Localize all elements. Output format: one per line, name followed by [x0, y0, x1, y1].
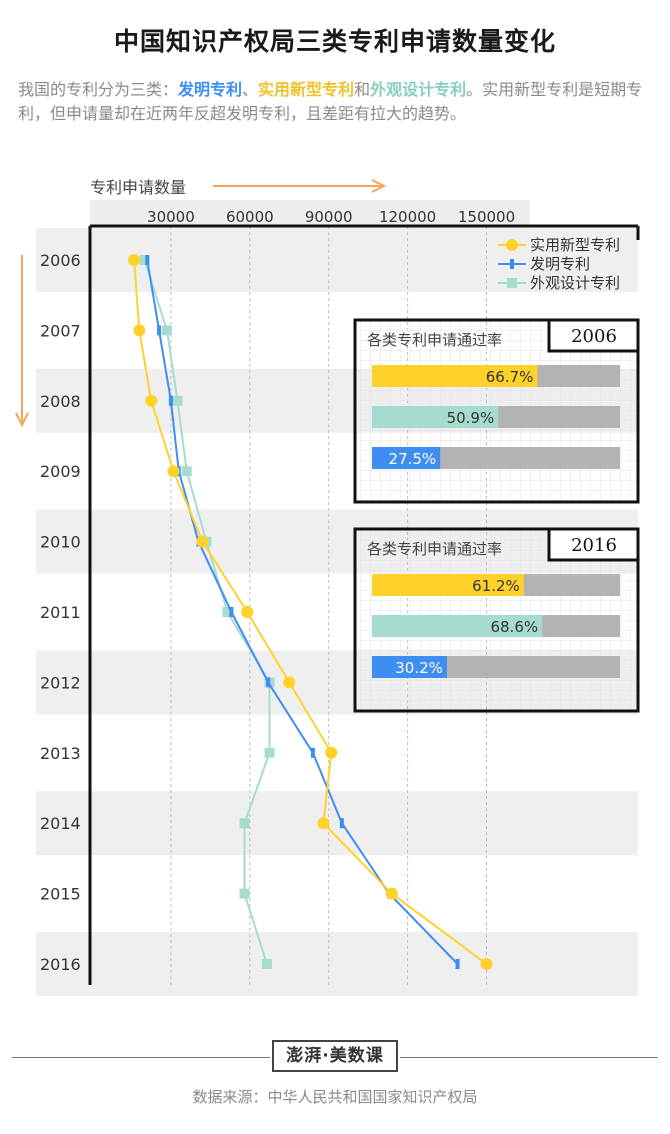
x-tick-label: 60000	[226, 208, 274, 226]
year-label: 2006	[40, 251, 81, 270]
subtitle-invention: 发明专利	[178, 80, 243, 99]
year-label: 2010	[40, 533, 81, 552]
invention-point	[145, 255, 150, 265]
legend-marker	[507, 278, 517, 288]
rate-label: 50.9%	[447, 409, 495, 427]
inset-year-box	[547, 527, 640, 562]
subtitle-text-1: 我国的专利分为三类：	[18, 80, 179, 99]
data-source: 数据来源：中华人民共和国国家知识产权局	[192, 1088, 478, 1106]
invention-point	[266, 677, 271, 688]
y-axis-arrowhead	[15, 412, 29, 428]
year-label: 2007	[40, 321, 81, 340]
year-label: 2015	[40, 885, 81, 904]
x-tick-label: 150000	[458, 208, 515, 226]
rate-bar-utility	[372, 365, 538, 387]
design-point	[264, 747, 275, 758]
inset-year: 2016	[571, 535, 617, 556]
rate-bar-invention	[372, 656, 447, 678]
rate-bar-utility	[372, 574, 524, 596]
x-axis-arrowhead	[371, 179, 387, 193]
utility-point	[283, 676, 296, 689]
utility-point	[196, 535, 209, 548]
x-axis-band	[90, 200, 530, 226]
design-point	[222, 607, 233, 617]
subtitle-sep-2: 和	[354, 80, 371, 99]
design-point	[172, 395, 183, 406]
inset-year: 2006	[571, 326, 617, 347]
invention-point	[157, 325, 162, 336]
design-point	[261, 959, 272, 969]
year-label: 2016	[40, 955, 81, 974]
rate-label: 66.7%	[486, 368, 534, 386]
legend-label: 发明专利	[530, 255, 590, 273]
footer-divider-left	[12, 1057, 270, 1058]
row-band	[36, 932, 638, 996]
footer-divider-right	[400, 1057, 658, 1058]
utility-point	[385, 887, 398, 900]
design-point	[239, 888, 250, 899]
year-label: 2012	[40, 673, 81, 692]
design-point	[139, 255, 150, 265]
inset-title: 各类专利申请通过率	[367, 331, 502, 349]
rate-bar-design	[372, 615, 543, 637]
design-point	[181, 466, 192, 477]
x-tick-label: 120000	[379, 208, 436, 226]
invention-point	[229, 607, 234, 617]
invention-point	[310, 747, 315, 758]
legend-label: 实用新型专利	[530, 236, 620, 254]
utility-point	[241, 606, 254, 618]
page-title: 中国知识产权局三类专利申请数量变化	[113, 27, 556, 56]
year-label: 2013	[40, 744, 81, 763]
year-label: 2008	[40, 392, 81, 411]
subtitle-sep-1: 、	[242, 80, 259, 99]
rate-label: 27.5%	[389, 450, 437, 468]
subtitle-text-2: 。实用新型专利是短期专利，但申请量却在近两年反超发明专利，且差距有拉大的趋势。	[18, 80, 643, 123]
pass-rate-inset-2016: 2016 各类专利申请通过率 61.2% 68.6% 30.2%	[353, 527, 640, 713]
utility-point	[167, 465, 180, 478]
x-axis-label: 专利申请数量	[90, 178, 186, 197]
year-label: 2014	[40, 814, 81, 833]
subtitle-design: 外观设计专利	[370, 80, 467, 99]
rate-label: 68.6%	[490, 618, 538, 636]
row-band	[36, 791, 638, 856]
rate-label: 30.2%	[395, 659, 443, 677]
year-label: 2009	[40, 462, 81, 481]
utility-point	[133, 324, 146, 337]
rate-bar-design	[372, 406, 499, 428]
publisher-logo: 澎湃·美数课	[272, 1040, 398, 1072]
utility-point	[128, 254, 141, 266]
design-point	[161, 325, 172, 336]
invention-point	[168, 395, 173, 406]
utility-point	[317, 817, 330, 830]
utility-point	[325, 746, 338, 759]
inset-frame	[353, 318, 640, 504]
x-tick-label: 30000	[147, 208, 195, 226]
legend-label: 外观设计专利	[530, 274, 620, 292]
x-tick-label: 90000	[305, 208, 353, 226]
year-label: 2011	[40, 603, 81, 622]
utility-point	[145, 394, 158, 407]
chart-subtitle: 我国的专利分为三类：发明专利、实用新型专利和外观设计专利。实用新型专利是短期专利…	[18, 78, 654, 126]
invention-point	[339, 818, 344, 829]
design-point	[239, 818, 250, 829]
subtitle-utility: 实用新型专利	[258, 80, 355, 99]
rate-label: 61.2%	[472, 577, 520, 595]
utility-point	[480, 958, 493, 970]
legend-marker	[506, 239, 518, 251]
rate-bar-invention	[372, 447, 441, 469]
inset-frame	[353, 527, 640, 713]
inset-year-box	[547, 318, 640, 353]
patent-chart: 专利申请数量 30000 60000 90000 120000 150000 20062…	[15, 178, 640, 996]
invention-point	[455, 959, 460, 969]
legend-marker	[510, 259, 514, 269]
pass-rate-inset-2006: 2006 各类专利申请通过率 66.7% 50.9% 27.5%	[353, 318, 640, 504]
inset-title: 各类专利申请通过率	[367, 540, 502, 558]
